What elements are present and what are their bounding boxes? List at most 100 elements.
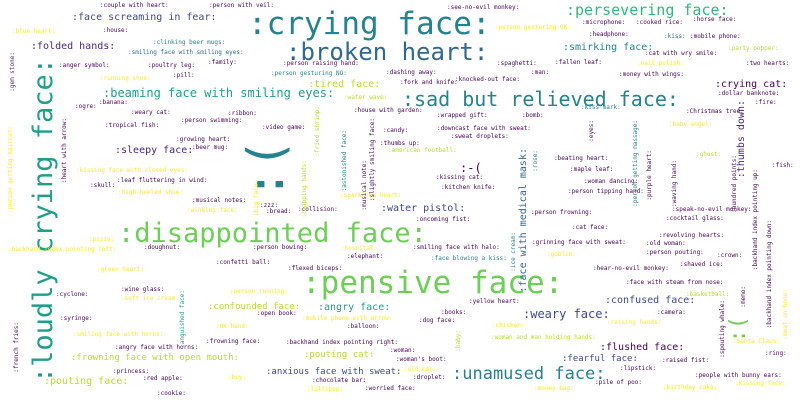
cloud-word: :open book: (257, 310, 297, 317)
cloud-word: :boy: (228, 374, 247, 381)
cloud-word: :tired face: (308, 79, 381, 90)
cloud-word: :memo: (740, 286, 747, 308)
cloud-word: :baby: (455, 330, 462, 352)
cloud-word: :sleepy face: (115, 145, 194, 156)
cloud-word: :broken heart: (286, 38, 489, 66)
cloud-word: :anger symbol: (59, 62, 110, 69)
cloud-word: :hundred points: (731, 155, 738, 213)
cloud-word: :frowning face: (206, 338, 261, 345)
cloud-word: :beaming face with smiling eyes: (103, 86, 335, 100)
cloud-word: :thumbs up: (380, 140, 420, 147)
cloud-word: :droplet: (413, 374, 446, 381)
cloud-word: :face blowing a kiss: (431, 255, 507, 262)
cloud-word: :pouting cat: (304, 350, 375, 360)
cloud-word: :balloon: (347, 323, 380, 330)
cloud-word: :pizza: (89, 236, 115, 243)
cloud-word: :water wave: (344, 94, 388, 101)
cloud-word: :Christmas tree: (686, 108, 744, 115)
cloud-word: :french fries: (13, 322, 20, 373)
cloud-word: :goblin: (547, 251, 576, 258)
cloud-word: :smiling face with smiling eyes: (128, 49, 244, 56)
cloud-word: :weary cat: (131, 109, 171, 116)
cloud-word: :mobile phone with arrow: (302, 315, 393, 322)
cloud-word: :running shoe: (100, 75, 151, 82)
cloud-word: :pensive face: (302, 265, 564, 301)
cloud-word: :-( (460, 161, 482, 175)
cloud-word: :smirking face: (563, 42, 654, 53)
cloud-word: :dashing away: (386, 69, 437, 76)
cloud-word: :dollar banknote: (718, 90, 780, 97)
cloud-word: :spouting whale: (719, 300, 726, 358)
cloud-word: :person raising hand: (283, 60, 359, 67)
cloud-word: :persevering face: (566, 1, 729, 19)
cloud-word: :flushed face: (600, 342, 685, 353)
cloud-word: :books: (441, 309, 467, 316)
cloud-word: :spaghetti: (497, 60, 537, 67)
cloud-word: :family: (208, 59, 237, 66)
cloud-word: :lollipop: (307, 386, 344, 393)
cloud-word: :musical notes: (192, 197, 247, 204)
cloud-word: :person frowning: (531, 209, 593, 216)
cloud-word: :musical note: (361, 160, 368, 211)
cloud-word: :horse face: (693, 16, 737, 23)
cloud-word: :clapping hands: (301, 160, 308, 218)
cloud-word: :loudly crying face: (28, 58, 59, 384)
cloud-word: :money with wings: (619, 71, 685, 78)
cloud-word: :confused face: (605, 295, 696, 306)
cloud-word: :leaf fluttering in wind: (117, 177, 208, 184)
cloud-word: :poultry leg: (148, 62, 195, 69)
cloud-word: :angry face with horns: (115, 344, 199, 351)
cloud-word: :maple leaf: (570, 166, 614, 173)
cloud-word: :person getting massage: (632, 120, 639, 207)
cloud-word: :baby angel: (669, 121, 713, 128)
cloud-word: :grinning face with sweat: (532, 239, 626, 246)
cloud-word: :red apple: (143, 375, 183, 382)
cloud-word: :hospital: (341, 245, 378, 252)
cloud-word: :raising hands: (607, 319, 662, 326)
cloud-word: :unamused face: (452, 364, 606, 384)
cloud-word: :chocolate bar: (312, 377, 367, 384)
cloud-word: :candy: (383, 127, 409, 134)
cloud-word: :downcast face with sweat: (437, 125, 531, 132)
cloud-word: :winking face: (187, 207, 238, 214)
cloud-word: :oncoming fist: (416, 216, 471, 223)
cloud-word: :kitchen knife: (441, 184, 496, 191)
cloud-word: :princess: (113, 368, 150, 375)
cloud-word: :pouting face: (44, 376, 129, 387)
cloud-word: :cat face: (572, 224, 609, 231)
cloud-word: :zzz: (260, 202, 279, 209)
cloud-word: :house: (103, 27, 129, 34)
cloud-word: :banana: (99, 99, 128, 106)
cloud-word: :bomb: (522, 112, 544, 119)
cloud-word: :mobile phone: (690, 33, 741, 40)
cloud-word: :kissing face with closed eyes: (76, 167, 188, 174)
cloud-word: :backhand index pointing left: (8, 246, 117, 253)
cloud-word: :see-no-evil monkey: (447, 4, 520, 11)
cloud-word: :backhand index pointing down: (766, 220, 773, 329)
cloud-word: :ribbon: (228, 110, 257, 117)
cloud-word: :birthday cake: (663, 384, 718, 391)
cloud-word: :cat with wry smile: (645, 50, 718, 57)
cloud-word: :sparkling heart: (340, 192, 402, 199)
cloud-word: :anxious face with sweat: (266, 367, 402, 377)
cloud-word: :person pouting: (646, 249, 704, 256)
cloud-word: :dog face: (419, 317, 456, 324)
cloud-word: :crying cat: (715, 79, 788, 90)
cloud-word: :fire: (755, 99, 777, 106)
cloud-word: :couple with heart: (100, 2, 169, 9)
cloud-word: :person gesturing OK: (495, 24, 571, 31)
cloud-word: :collision: (298, 206, 338, 213)
cloud-word: :kiss: (664, 33, 686, 40)
cloud-word: :tropical fish: (105, 122, 160, 129)
cloud-word: :beer mug: (192, 144, 229, 151)
cloud-word: :astonished face: (341, 130, 348, 192)
cloud-word: :Santa Claus: (733, 338, 780, 345)
cloud-word: :woman dancing: (584, 178, 639, 185)
cloud-word: :woman: (390, 347, 416, 354)
cloud-word: :backhand index pointing up: (752, 169, 759, 271)
cloud-word: :OK hand: (216, 323, 249, 330)
cloud-word: :wine glass: (121, 286, 165, 293)
cloud-word: :person gesturing NO: (271, 70, 347, 77)
cloud-word: :cocktail glass: (666, 215, 724, 222)
cloud-word: :ice cream: (510, 232, 517, 272)
